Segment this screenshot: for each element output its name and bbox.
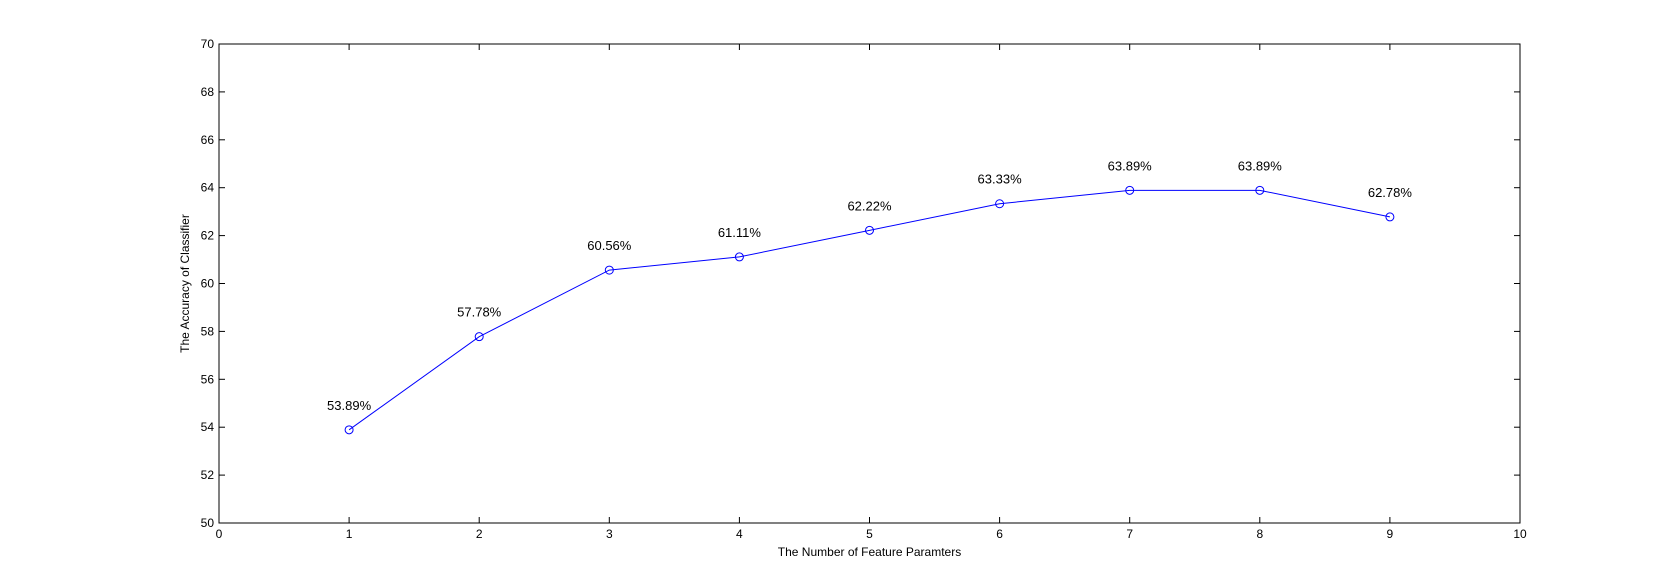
data-point (1255, 185, 1265, 195)
y-tick-label: 60 (201, 277, 215, 291)
data-point (1385, 212, 1395, 222)
x-tick-label: 1 (346, 527, 353, 541)
y-tick-label: 64 (201, 181, 215, 195)
plot-area (218, 43, 1521, 524)
series-layer: 53.89% 57.78% 60.56% 61.11% 62.22% 63.33% 63.8… (327, 158, 1413, 435)
x-tick-label: 4 (736, 527, 743, 541)
data-point (995, 199, 1005, 209)
data-label: 62.78% (1368, 185, 1413, 200)
x-tick-label: 5 (866, 527, 873, 541)
x-tick-label: 2 (476, 527, 483, 541)
y-tick-label: 52 (201, 468, 215, 482)
x-tick-label: 9 (1387, 527, 1394, 541)
x-tick-label: 8 (1256, 527, 1263, 541)
x-tick-label: 3 (606, 527, 613, 541)
data-point (865, 225, 874, 235)
y-tick-label: 58 (201, 324, 215, 338)
y-axis-title: The Accuracy of Classifier (178, 214, 192, 353)
x-tick-label: 6 (996, 527, 1003, 541)
data-label: 53.89% (327, 398, 372, 413)
y-axis-ticks: 50 52 54 56 58 60 62 64 66 68 70 (201, 37, 1520, 530)
y-tick-label: 70 (201, 37, 215, 51)
x-axis-title: The Number of Feature Paramters (778, 545, 961, 559)
data-point (734, 252, 744, 262)
y-tick-label: 56 (201, 372, 215, 386)
data-label: 62.22% (847, 198, 892, 213)
data-label: 57.78% (457, 305, 502, 320)
data-label: 61.11% (718, 225, 762, 240)
y-tick-label: 66 (201, 133, 215, 147)
data-point (604, 265, 614, 275)
y-tick-label: 62 (201, 229, 215, 243)
x-tick-label: 7 (1126, 527, 1133, 541)
data-point (1125, 185, 1135, 195)
data-label: 60.56% (587, 238, 632, 253)
series-line (348, 189, 1391, 431)
x-tick-label: 0 (216, 527, 223, 541)
data-label: 63.33% (978, 172, 1023, 187)
data-point (474, 332, 484, 342)
y-tick-label: 54 (201, 420, 215, 434)
y-tick-label: 68 (201, 85, 215, 99)
data-label: 63.89% (1108, 158, 1153, 173)
x-axis-ticks: 0 1 2 3 4 5 6 7 8 9 10 (216, 44, 1527, 541)
x-tick-label: 10 (1513, 527, 1527, 541)
y-tick-label: 50 (201, 516, 215, 530)
data-point (344, 425, 354, 435)
data-label: 63.89% (1238, 158, 1283, 173)
